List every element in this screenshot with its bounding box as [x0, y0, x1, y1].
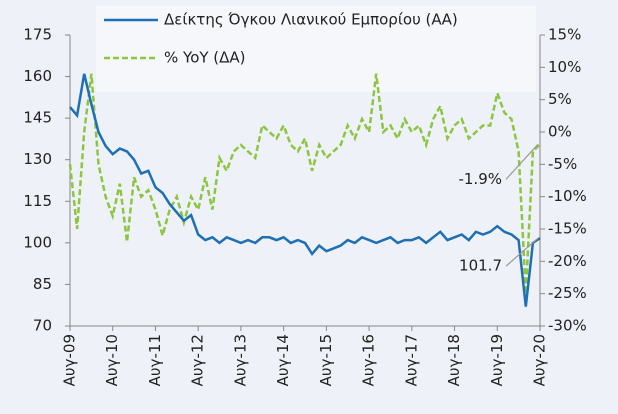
x-tick-label: Αυγ-11 [146, 334, 164, 386]
y-tick-label: 175 [23, 26, 52, 44]
x-tick-label: Αυγ-17 [402, 334, 420, 386]
annotation-leader [505, 143, 539, 180]
series-line [68, 73, 541, 294]
x-tick-label: Αυγ-16 [360, 334, 378, 386]
y2-tick-label: -25% [548, 284, 587, 302]
x-tick-label: Αυγ-10 [103, 334, 121, 386]
annotation: -1.9% [458, 170, 502, 188]
y2-tick-label: -5% [548, 155, 577, 173]
y-tick-label: 145 [23, 109, 52, 127]
y-tick-label: 70 [33, 317, 52, 335]
legend-label: % YoY (ΔΑ) [164, 49, 246, 67]
x-tick-label: Αυγ-14 [274, 334, 292, 386]
y2-tick-label: -30% [548, 317, 587, 335]
x-tick-label: Αυγ-09 [61, 334, 79, 386]
series-line [69, 73, 541, 307]
y-tick-label: 100 [23, 233, 52, 251]
x-tick-label: Αυγ-19 [488, 334, 506, 386]
x-tick-label: Αυγ-20 [531, 334, 549, 386]
legend-label: Δείκτης Όγκου Λιανικού Εμπορίου (ΑΑ) [164, 11, 458, 29]
x-tick-label: Αυγ-15 [317, 334, 335, 386]
x-tick-label: Αυγ-12 [189, 334, 207, 386]
annotation: 101.7 [459, 257, 502, 275]
y2-tick-label: -20% [548, 252, 587, 270]
x-tick-label: Αυγ-13 [231, 334, 249, 386]
annotation-leader [505, 237, 539, 267]
y2-tick-label: 0% [548, 123, 572, 141]
x-tick-label: Αυγ-18 [445, 334, 463, 386]
legend-box [96, 6, 536, 92]
y-tick-label: 115 [23, 192, 52, 210]
y2-tick-label: 15% [548, 26, 581, 44]
y2-tick-label: -15% [548, 220, 587, 238]
y2-tick-label: 10% [548, 58, 581, 76]
y-tick-label: 130 [23, 150, 52, 168]
y2-tick-label: 5% [548, 90, 572, 108]
y-tick-label: 85 [33, 275, 52, 293]
y2-tick-label: -10% [548, 187, 587, 205]
y-tick-label: 160 [23, 67, 52, 85]
